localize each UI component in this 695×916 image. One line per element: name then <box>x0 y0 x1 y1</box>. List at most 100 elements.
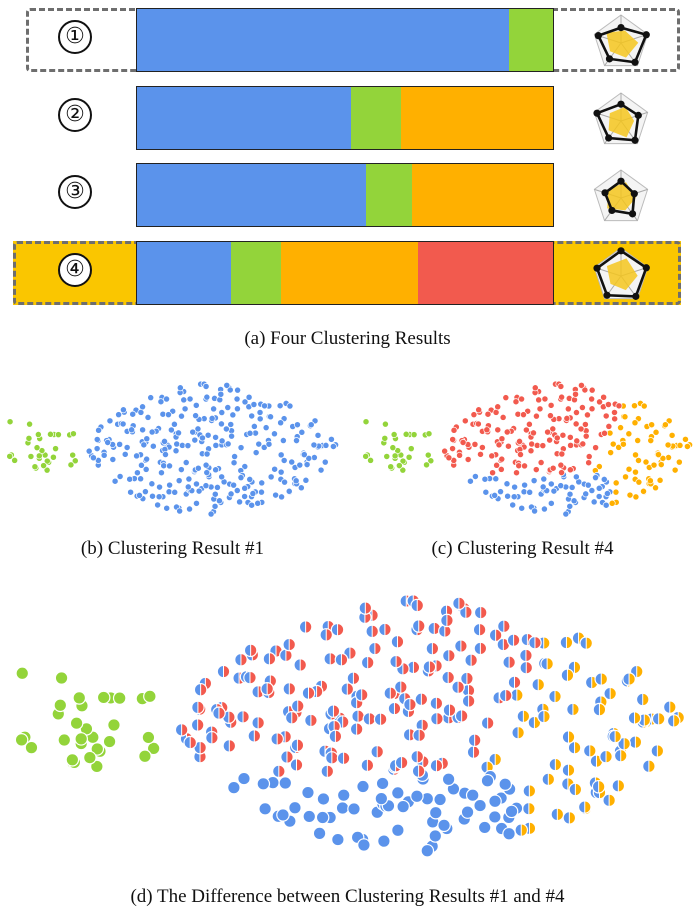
scatter-point <box>297 484 305 492</box>
scatter-point <box>642 458 650 466</box>
scatter-point <box>249 490 257 498</box>
scatter-point <box>160 462 168 470</box>
split-point <box>603 686 617 701</box>
scatter-point <box>423 461 430 469</box>
scatter-point <box>582 490 590 498</box>
scatter-point <box>527 447 535 455</box>
scatter-point <box>536 405 544 413</box>
scatter-point <box>619 440 627 448</box>
scatter-point <box>202 482 210 490</box>
split-point <box>410 598 425 613</box>
split-point <box>635 692 650 707</box>
scatter-point <box>176 507 184 515</box>
split-point <box>414 692 429 707</box>
scatter-point <box>302 809 317 824</box>
scatter-point <box>357 838 371 852</box>
scatter-point <box>292 477 300 485</box>
scatter-point <box>528 440 536 448</box>
split-point <box>582 744 597 758</box>
scatter-point <box>24 740 39 755</box>
scatter-point <box>383 452 391 460</box>
scatter-point <box>497 488 505 496</box>
scatter-point <box>634 437 642 444</box>
split-point <box>430 711 444 726</box>
scatter-point <box>671 466 679 474</box>
scatter-point <box>181 405 189 413</box>
scatter-point <box>570 497 578 505</box>
scatter-point <box>222 425 230 433</box>
split-point <box>330 622 345 637</box>
split-point <box>320 764 335 779</box>
scatter-point <box>262 424 270 432</box>
scatter-point <box>176 384 184 392</box>
split-point <box>516 709 531 724</box>
scatter-point <box>111 477 119 485</box>
scatter-point <box>445 454 453 462</box>
scatter-point <box>482 488 490 496</box>
scatter-point <box>652 428 660 436</box>
scatter-point <box>488 810 502 824</box>
scatter-point <box>53 698 68 713</box>
scatter-point <box>336 788 351 802</box>
split-point <box>378 622 392 637</box>
row-number-badge: ② <box>58 98 92 132</box>
scatter-point <box>186 395 194 403</box>
scatter-point <box>252 449 260 457</box>
scatter-point <box>540 505 548 513</box>
split-point <box>360 758 375 773</box>
scatter-point <box>163 395 170 403</box>
split-point <box>282 637 297 652</box>
scatter-point <box>312 826 327 841</box>
split-point <box>577 800 592 814</box>
scatter-point <box>577 381 585 389</box>
scatter-point <box>466 477 474 485</box>
scatter-point <box>577 425 585 433</box>
scatter-point <box>494 426 502 434</box>
scatter-point <box>224 404 232 412</box>
scatter-point <box>494 403 502 411</box>
caption-a: (a) Four Clustering Results <box>244 328 451 349</box>
split-point <box>550 807 565 822</box>
scatter-point <box>107 718 121 732</box>
scatter-point <box>518 504 526 512</box>
split-point <box>351 709 365 724</box>
scatter-point <box>258 488 265 496</box>
scatter-point <box>546 436 554 444</box>
scatter-point <box>254 499 262 507</box>
scatter-point <box>276 808 290 822</box>
radar-glyph-icon <box>593 247 650 300</box>
scatter-point <box>158 469 165 477</box>
scatter-point <box>121 450 129 458</box>
scatter-point <box>182 459 190 466</box>
scatter-point <box>69 716 84 730</box>
split-point <box>394 755 409 770</box>
split-point <box>234 652 248 667</box>
scatter-point <box>510 493 518 501</box>
scatter-point <box>248 501 256 509</box>
scatter-point <box>615 402 623 410</box>
scatter-point <box>512 398 520 406</box>
scatter-point <box>89 454 97 462</box>
split-point <box>222 710 236 724</box>
scatter-point <box>655 451 662 459</box>
scatter-point <box>676 441 684 449</box>
scatter-point <box>631 419 639 427</box>
split-point <box>602 793 616 808</box>
scatter-point <box>171 488 179 496</box>
scatter-point <box>460 805 475 819</box>
split-point <box>442 703 457 717</box>
scatter-point <box>245 393 253 401</box>
scatter-point <box>316 792 331 806</box>
scatter-point <box>100 451 108 459</box>
scatter-point <box>218 409 226 417</box>
scatter-point <box>83 750 97 765</box>
bar-segment-blue <box>137 9 510 71</box>
scatter-point <box>162 451 169 458</box>
split-point <box>326 704 341 718</box>
scatter-point <box>477 450 484 458</box>
scatter-point <box>540 475 548 483</box>
split-point <box>319 628 334 642</box>
scatter-point <box>640 402 648 410</box>
scatter-point <box>177 466 185 474</box>
scatter-point <box>329 443 337 450</box>
